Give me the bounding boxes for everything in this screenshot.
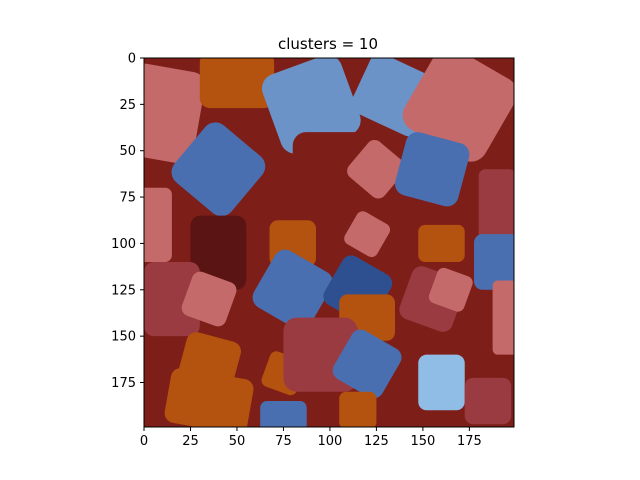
cluster-region-body <box>190 215 247 290</box>
cluster-region-body <box>347 139 406 199</box>
cluster-region-10 <box>144 187 172 262</box>
cluster-region-body <box>464 377 512 425</box>
cluster-region-body <box>344 211 391 258</box>
cluster-region-body <box>164 367 254 427</box>
cluster-region-13 <box>344 211 391 258</box>
cluster-region-body <box>144 63 206 164</box>
x-tick-label: 75 <box>275 434 292 449</box>
x-tick-label: 125 <box>364 434 389 449</box>
cluster-region-body <box>339 391 377 427</box>
x-tick-label: 150 <box>410 434 435 449</box>
cluster-region-17 <box>181 271 237 327</box>
cluster-region-body <box>181 271 237 327</box>
cluster-region-4 <box>402 58 514 162</box>
cluster-region-body <box>332 329 402 399</box>
cluster-region-1 <box>199 58 275 109</box>
cluster-region-11 <box>190 215 247 290</box>
y-tick-label: 50 <box>119 144 136 159</box>
cluster-region-14 <box>418 224 465 262</box>
cluster-region-body <box>418 224 465 262</box>
cluster-region-2 <box>261 58 361 154</box>
cluster-region-18 <box>252 249 333 330</box>
y-tick-label: 100 <box>111 237 136 252</box>
cluster-region-8 <box>394 132 470 207</box>
y-tick-label: 75 <box>119 191 136 206</box>
cluster-region-29 <box>418 354 465 411</box>
y-tick-label: 25 <box>119 98 136 113</box>
cluster-region-body <box>199 58 275 109</box>
cluster-region-0 <box>144 63 206 164</box>
cluster-region-body <box>144 261 200 337</box>
cluster-region-32 <box>260 401 307 427</box>
cluster-region-body <box>261 58 361 154</box>
x-tick-label: 100 <box>318 434 343 449</box>
cluster-region-31 <box>464 377 512 425</box>
cluster-region-30 <box>339 391 377 427</box>
cluster-region-body <box>492 280 514 355</box>
y-tick-label: 125 <box>111 283 136 298</box>
cluster-region-28 <box>332 329 402 399</box>
cluster-region-16 <box>144 261 200 337</box>
cluster-region-body <box>292 132 368 207</box>
cluster-image <box>144 58 514 427</box>
cluster-region-15 <box>474 234 514 290</box>
cluster-region-23 <box>492 280 514 355</box>
y-tick-label: 0 <box>128 52 136 67</box>
cluster-region-body <box>394 132 470 207</box>
y-axis: 0 25 50 75 100 125 150 175 <box>111 52 144 391</box>
cluster-region-body <box>402 58 514 162</box>
plot-area <box>143 57 515 428</box>
cluster-region-body <box>428 267 473 312</box>
cluster-region-5 <box>171 122 266 217</box>
cluster-region-body <box>418 354 465 411</box>
cluster-region-9 <box>478 169 514 244</box>
axes-frame <box>143 57 515 428</box>
cluster-region-22 <box>428 267 473 312</box>
x-axis: 0 25 50 75 100 125 150 175 <box>140 427 482 449</box>
x-tick-label: 25 <box>182 434 199 449</box>
cluster-region-body <box>252 249 333 330</box>
cluster-region-body <box>478 169 514 244</box>
cluster-region-7 <box>347 139 406 199</box>
x-tick-label: 0 <box>140 434 148 449</box>
cluster-region-body <box>260 401 307 427</box>
chart-title: clusters = 10 <box>278 35 378 53</box>
cluster-region-body <box>474 234 514 290</box>
cluster-region-body <box>144 187 172 262</box>
x-tick-label: 50 <box>229 434 246 449</box>
y-tick-label: 175 <box>111 376 136 391</box>
cluster-region-body <box>171 122 266 217</box>
x-tick-label: 175 <box>457 434 482 449</box>
cluster-region-6 <box>292 132 368 207</box>
y-tick-label: 150 <box>111 330 136 345</box>
cluster-region-25 <box>164 367 254 427</box>
